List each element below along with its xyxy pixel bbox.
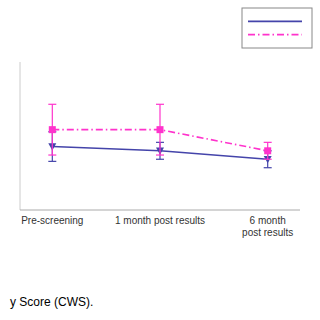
chart-container: Pre-screening 1 month post results 6 month… <box>0 0 320 320</box>
error-bar-cap <box>156 159 164 160</box>
legend-box <box>242 8 312 48</box>
x-tick-label: Pre-screening <box>21 215 83 226</box>
error-bar <box>156 104 164 155</box>
marker <box>157 126 164 133</box>
x-axis-line <box>20 210 300 211</box>
y-axis-line <box>20 62 21 210</box>
error-bar <box>264 142 272 159</box>
marker <box>49 126 56 133</box>
x-tick-label-line: 6 month <box>250 215 286 226</box>
error-bar-cap <box>48 161 56 162</box>
error-bar-cap <box>264 167 272 168</box>
marker <box>264 147 271 154</box>
annotation: y Score (CWS). <box>10 295 93 309</box>
error-bar-cap <box>48 104 56 105</box>
legend <box>242 8 312 48</box>
legend-sample <box>248 21 302 23</box>
x-tick-label-line: post results <box>242 227 293 238</box>
legend-sample <box>248 34 302 36</box>
x-tick-label-line: Pre-screening <box>21 215 83 226</box>
error-bar-cap <box>48 154 56 155</box>
series <box>48 104 271 159</box>
x-tick-label: 6 monthpost results <box>242 215 293 238</box>
error-bar-cap <box>264 159 272 160</box>
plot-marks <box>48 104 271 167</box>
error-bar <box>48 104 56 155</box>
x-tick-label: 1 month post results <box>115 215 205 226</box>
chart: Pre-screening 1 month post results 6 month… <box>0 0 320 320</box>
error-bar-cap <box>264 142 272 143</box>
error-bar-cap <box>156 104 164 105</box>
x-tick-label-line: 1 month post results <box>115 215 205 226</box>
error-bar-cap <box>156 154 164 155</box>
